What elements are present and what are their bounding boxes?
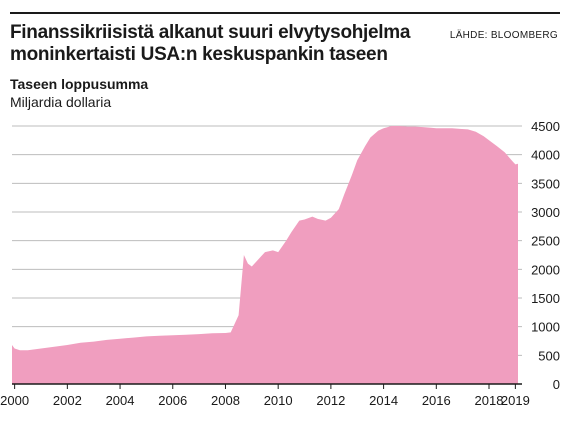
y-tick-label-500: 500 bbox=[538, 348, 560, 363]
x-tick-label-2018: 2018 bbox=[475, 393, 504, 408]
y-tick-label-2000: 2000 bbox=[531, 262, 560, 277]
panel-unit: Miljardia dollaria bbox=[10, 94, 112, 110]
area-series-0 bbox=[12, 126, 518, 384]
y-tick-label-3000: 3000 bbox=[531, 205, 560, 220]
y-tick-label-4000: 4000 bbox=[531, 148, 560, 163]
chart-title-line2: moninkertaisti USA:n keskuspankin taseen bbox=[10, 44, 388, 65]
x-tick-label-2008: 2008 bbox=[211, 393, 240, 408]
x-tick-label-2016: 2016 bbox=[422, 393, 451, 408]
x-tick-label-2014: 2014 bbox=[369, 393, 398, 408]
source-label: LÄHDE: BLOOMBERG bbox=[449, 30, 558, 41]
x-tick-label-2006: 2006 bbox=[158, 393, 187, 408]
x-tick-label-2000: 2000 bbox=[0, 393, 29, 408]
x-tick-label-2010: 2010 bbox=[264, 393, 293, 408]
axis-layer: 0 500 1000 1500 2000 2500 3000 3500 4000 4500 2000… bbox=[0, 119, 560, 408]
y-tick-label-1500: 1500 bbox=[531, 291, 560, 306]
y-tick-label-3500: 3500 bbox=[531, 176, 560, 191]
y-tick-label-1000: 1000 bbox=[531, 320, 560, 335]
y-tick-label-4500: 4500 bbox=[531, 119, 560, 134]
panel-title: Taseen loppusumma bbox=[10, 76, 149, 92]
chart-title-line1: Finanssikriisistä alkanut suuri elvytyso… bbox=[10, 22, 411, 43]
x-tick-label-2012: 2012 bbox=[316, 393, 345, 408]
x-tick-label-2019: 2019 bbox=[501, 393, 530, 408]
area-layer bbox=[12, 126, 518, 384]
x-tick-label-2002: 2002 bbox=[53, 393, 82, 408]
top-rule bbox=[10, 12, 560, 14]
y-tick-label-0: 0 bbox=[553, 377, 560, 392]
x-tick-label-2004: 2004 bbox=[106, 393, 135, 408]
y-tick-label-2500: 2500 bbox=[531, 234, 560, 249]
chart-title: Finanssikriisistä alkanut suuri elvytyso… bbox=[10, 22, 450, 66]
